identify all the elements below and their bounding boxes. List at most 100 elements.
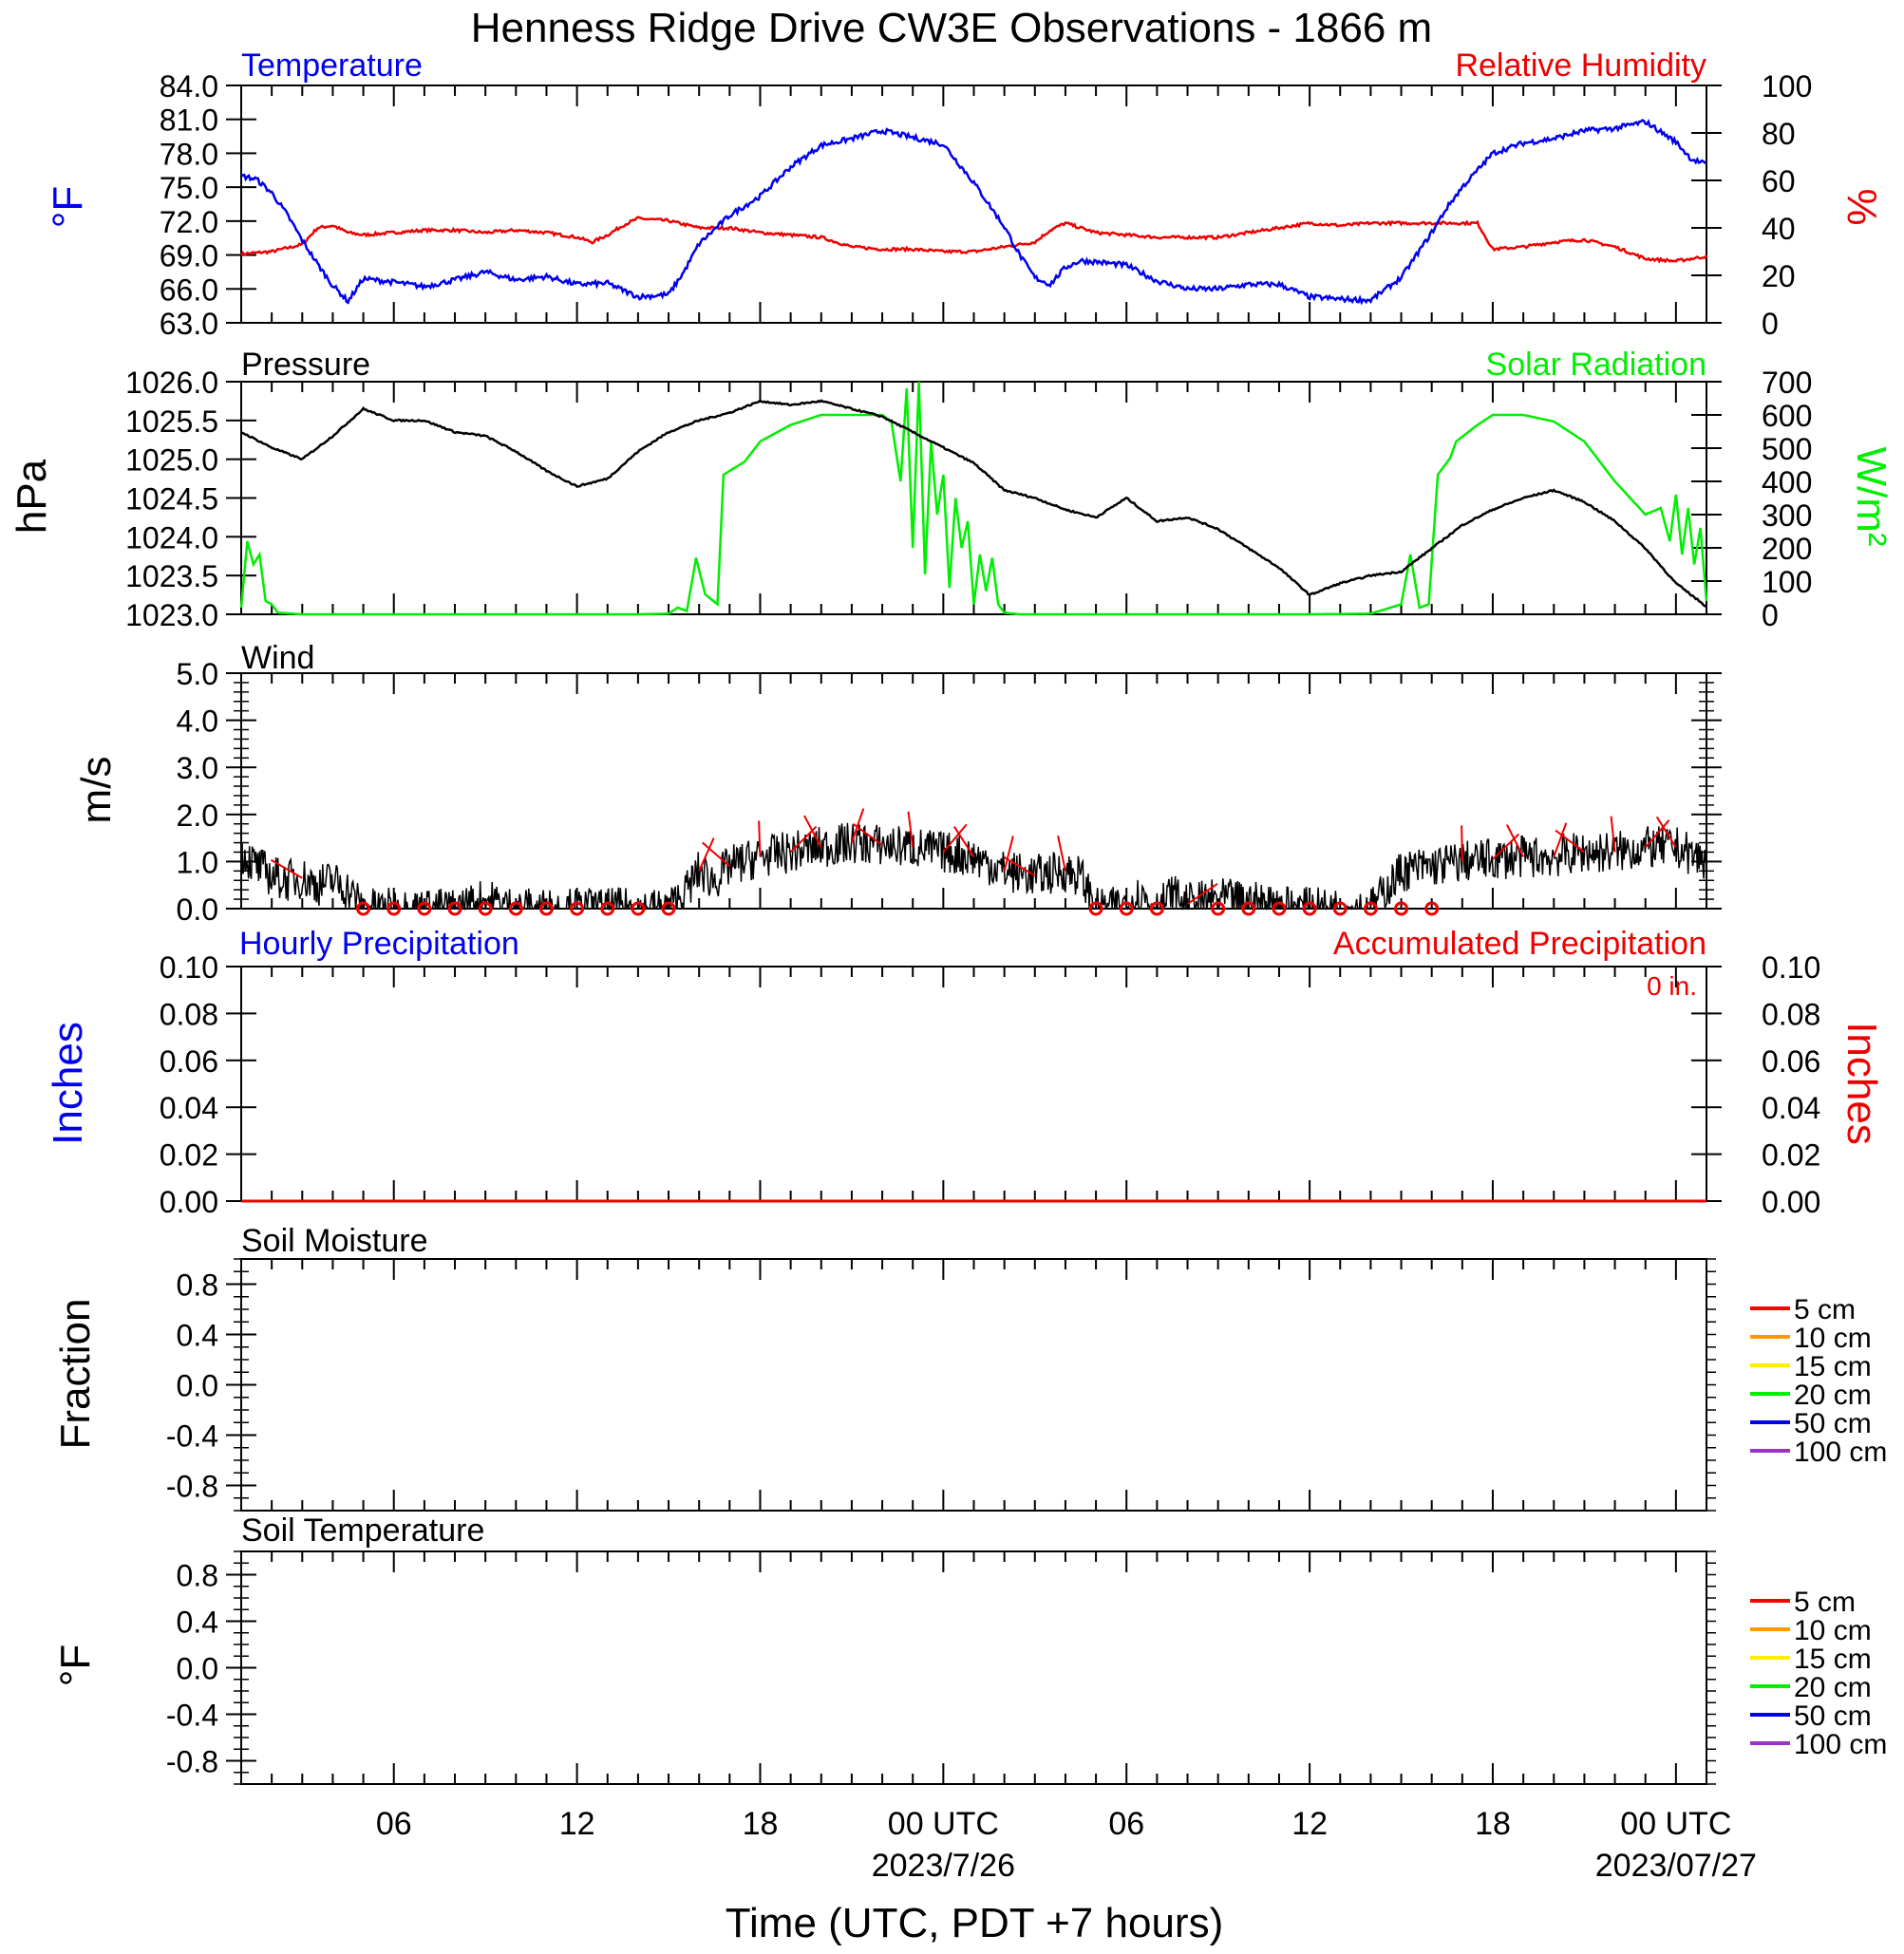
wind-calm-marker [1363,901,1378,916]
solar-radiation-title: Solar Radiation [1486,347,1706,383]
figure-title: Henness Ridge Drive CW3E Observations - … [471,5,1432,51]
wind-barb [701,841,730,868]
wind-ytick-label: 2.0 [177,799,218,833]
time-tick-label: 00 UTC [1620,1806,1731,1842]
soil_temp-legend-label: 10 cm [1794,1615,1872,1646]
soil_temp-legend-label: 20 cm [1794,1672,1872,1703]
soil_moisture-legend-label: 10 cm [1794,1323,1872,1354]
pressure-solar-panel: Pressure Solar Radiation hPa W/m² 1023.0… [9,347,1895,632]
pressure-ytick-label: 1023.5 [125,559,218,593]
pressure-unit: hPa [9,459,55,534]
wind-calm-marker [1272,901,1287,916]
time-axis: Time (UTC, PDT +7 hours) 06 12 18 00 UTC 06 1… [376,1806,1757,1946]
wind-calm-marker [356,901,371,916]
wind-barb [758,820,762,857]
date-label: 2023/7/26 [872,1848,1015,1884]
solar-ytick-right-label: 400 [1762,465,1812,499]
wind-calm-marker [1211,901,1226,916]
temperature-unit: °F [45,186,91,228]
soil-moisture-unit: Fraction [52,1299,99,1450]
rh-ytick-right-label: 0 [1762,307,1779,341]
hourly-precip-ytick-label: 0.04 [160,1091,218,1125]
wind-calm-marker [1088,901,1103,916]
temp-ytick-label: 81.0 [160,103,218,138]
wind-calm-marker [508,901,523,916]
pressure-ytick-label: 1026.0 [125,366,218,400]
soil_temp-legend-label: 100 cm [1794,1729,1887,1760]
rh-ytick-right-label: 20 [1762,259,1796,293]
soil_moisture-legend-label: 100 cm [1794,1437,1887,1468]
soil_moisture-legend-label: 20 cm [1794,1380,1872,1411]
time-tick-label: 06 [1108,1806,1144,1842]
soil_moisture-ytick-label: -0.4 [166,1419,218,1454]
wind-barb [1003,836,1014,872]
time-tick-label: 06 [376,1806,412,1842]
soil_temp-legend-label: 15 cm [1794,1644,1872,1675]
wind-calm-marker [1119,901,1134,916]
wind-barb [907,811,914,848]
accum-precip-ytick-right-label: 0.00 [1762,1185,1820,1219]
rh-ytick-right-label: 40 [1762,212,1796,246]
temp-ytick-label: 78.0 [160,137,218,171]
rh-ytick-right-label: 60 [1762,164,1796,198]
wind-panel: Wind m/s 0.0 1.0 2.0 3.0 4.0 5.0 [73,640,1722,927]
wind-calm-marker [447,901,462,916]
soil_temp-legend-label: 5 cm [1794,1587,1856,1618]
hourly-precip-ytick-label: 0.08 [160,997,218,1031]
temp-ytick-label: 69.0 [160,239,218,273]
temperature-title: Temperature [241,47,423,84]
wind-barb [803,815,822,848]
temp-rh-panel: Temperature Relative Humidity °F % 63.06… [45,47,1885,341]
wind-calm-marker [1302,901,1317,916]
soil_moisture-legend-label: 5 cm [1794,1294,1856,1325]
accumulated-precipitation-title: Accumulated Precipitation [1333,926,1706,962]
soil_moisture-ytick-label: 0.4 [177,1319,218,1353]
rh-ytick-right-label: 100 [1762,69,1812,103]
time-tick-label: 12 [1291,1806,1328,1842]
wind-calm-marker [570,901,585,916]
wind-calm-marker [417,901,432,916]
wind-barb [1505,824,1525,857]
soil_moisture-ytick-label: -0.8 [166,1470,218,1504]
wind-barb [698,837,715,872]
soil_moisture-ytick-label: 0.8 [177,1268,218,1303]
pressure-ytick-label: 1025.0 [125,443,218,478]
hourly-precip-ytick-label: 0.10 [160,950,218,985]
wind-barb [1555,829,1586,854]
precipitation-panel: Hourly Precipitation Accumulated Precipi… [45,926,1885,1219]
wind-speed-line [240,822,1707,911]
soil_temp-ytick-label: -0.8 [166,1745,218,1779]
hourly-precip-ytick-label: 0.02 [160,1138,218,1173]
pressure-ytick-label: 1024.0 [125,520,218,554]
soil_temp-ytick-label: -0.4 [166,1699,218,1733]
wind-calm-marker [1149,901,1164,916]
temp-ytick-label: 84.0 [160,69,218,103]
accum-precip-ytick-right-label: 0.06 [1762,1044,1820,1079]
hourly-precipitation-title: Hourly Precipitation [239,926,519,962]
wind-barb [1655,816,1677,849]
solar-ytick-right-label: 200 [1762,532,1812,566]
soil_temp-ytick-label: 0.0 [177,1652,218,1686]
wind-barb [1553,822,1568,857]
wind-barb [1610,816,1616,853]
wind-calm-marker [1241,901,1256,916]
pressure-line [240,398,1707,608]
temp-ytick-label: 72.0 [160,205,218,239]
soil_temp-ytick-label: 0.8 [177,1559,218,1593]
soil-temperature-unit: °F [52,1644,99,1686]
relative-humidity-line [239,216,1708,264]
time-axis-label: Time (UTC, PDT +7 hours) [726,1900,1223,1946]
pressure-ytick-label: 1023.0 [125,598,218,632]
precipitation-total: 0 in. [1647,971,1697,1001]
soil_moisture-ytick-label: 0.0 [177,1369,218,1403]
wind-calm-marker [661,901,676,916]
soil_temp-ytick-label: 0.4 [177,1606,218,1640]
soil_moisture-legend-label: 15 cm [1794,1351,1872,1382]
soil-temperature-title: Soil Temperature [241,1512,484,1549]
soil-temperature-panel: Soil Temperature °F -0.8 -0.4 0.0 0.4 0.8 5 c… [52,1512,1887,1785]
solar-ytick-right-label: 700 [1762,366,1812,400]
solar-ytick-right-label: 100 [1762,565,1812,599]
wind-unit: m/s [73,757,120,824]
rh-ytick-right-label: 80 [1762,117,1796,151]
